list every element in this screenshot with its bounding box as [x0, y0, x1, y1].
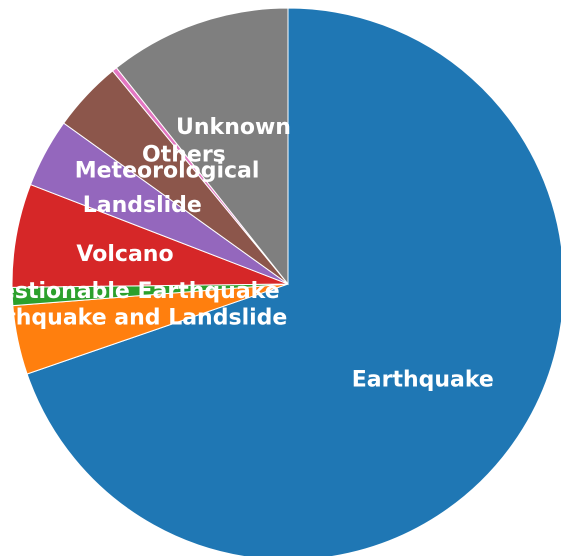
slice-label-others: Others — [142, 143, 226, 168]
slice-label-landslide: Landslide — [83, 193, 202, 218]
slice-label-earthquake-and-landslide: Earthquake and Landslide — [0, 305, 287, 330]
slice-earthquake — [26, 7, 561, 556]
slice-label-earthquake: Earthquake — [352, 368, 494, 393]
pie-slices — [11, 7, 561, 556]
slice-label-unknown: Unknown — [176, 115, 291, 140]
slice-label-questionable-earthquake: Questionable Earthquake — [0, 279, 280, 304]
slice-label-volcano: Volcano — [76, 242, 173, 267]
pie-labels: Earthquake Earthquake and LandslideQuesti… — [0, 115, 494, 393]
slice-label-meteorological: Meteorological — [75, 158, 260, 183]
slice-unknown — [115, 7, 289, 286]
